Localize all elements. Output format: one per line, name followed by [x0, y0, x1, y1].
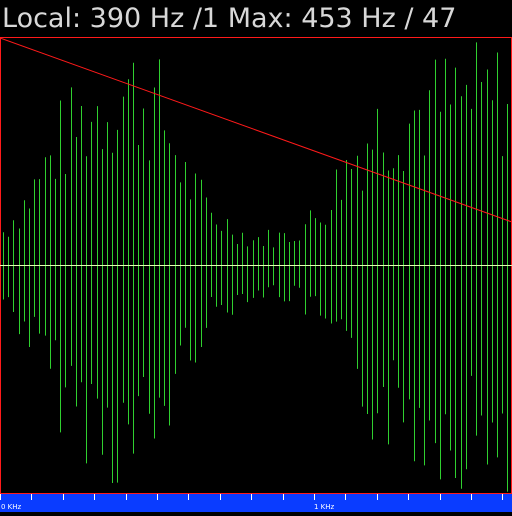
spectrum-bars: [3, 42, 508, 492]
axis-label-1khz: 1 KHz: [314, 503, 335, 511]
frequency-axis-bar: [0, 494, 512, 512]
axis-label-0khz: 0 KHz: [1, 503, 22, 511]
axis-ticks: [0, 494, 503, 500]
trend-line: [0, 37, 512, 223]
frequency-readout: Local: 390 Hz /1 Max: 453 Hz / 47: [2, 3, 457, 34]
